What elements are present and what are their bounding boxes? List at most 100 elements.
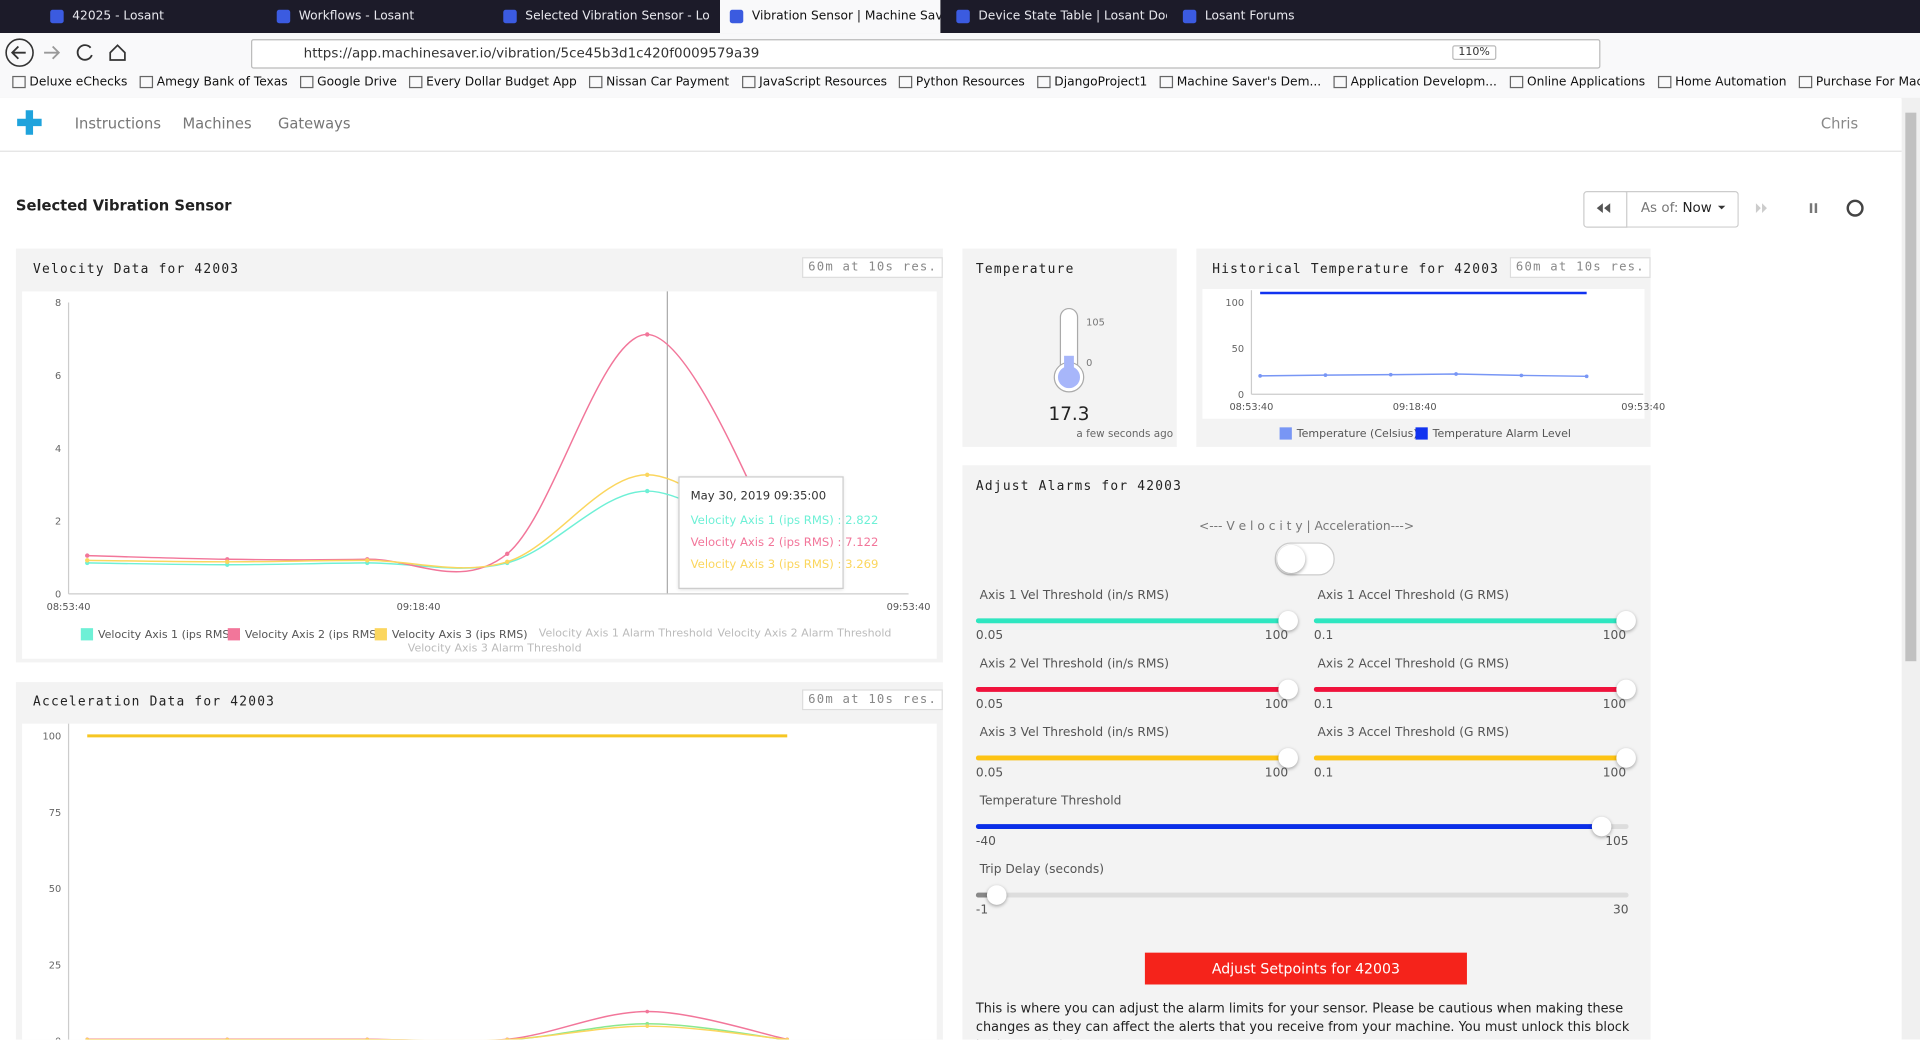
logo[interactable] bbox=[15, 108, 47, 140]
bookmark[interactable]: Amegy Bank of Texas bbox=[156, 75, 288, 90]
nav-link[interactable]: Instructions bbox=[74, 115, 162, 133]
scroll-thumb[interactable] bbox=[1905, 112, 1917, 662]
pause-icon[interactable] bbox=[1809, 203, 1818, 214]
slider-label: Temperature Threshold bbox=[979, 794, 1122, 809]
velocity-chart: 0 2 4 6 8 08:53:40 09:18:40 09:53:40 bbox=[47, 291, 931, 613]
forward-button[interactable] bbox=[44, 45, 61, 60]
mode-toggle[interactable] bbox=[1274, 542, 1335, 576]
slider-thumb[interactable] bbox=[1616, 748, 1636, 768]
zoom-level[interactable]: 110% bbox=[1452, 45, 1497, 61]
rewind-icon bbox=[1596, 203, 1611, 214]
user-menu[interactable]: Chris bbox=[1820, 115, 1859, 133]
resolution-badge[interactable]: 60m at 10s res. bbox=[802, 257, 944, 278]
caret bbox=[1717, 205, 1726, 210]
nav-link[interactable]: Machines bbox=[182, 115, 252, 133]
panel-title: Velocity Data for 42003 bbox=[33, 262, 240, 277]
data-point bbox=[225, 1037, 230, 1040]
data-point bbox=[225, 559, 230, 565]
slider-max: 100 bbox=[1264, 697, 1289, 712]
panel-title: Acceleration Data for 42003 bbox=[33, 694, 276, 709]
slider-label: Axis 2 Accel Threshold (G RMS) bbox=[1317, 657, 1510, 672]
bookmark-icon bbox=[588, 75, 603, 89]
submit-button[interactable]: Adjust Setpoints for 42003 bbox=[1144, 952, 1467, 985]
bookmark[interactable]: Python Resources bbox=[915, 75, 1025, 90]
slider-thumb[interactable] bbox=[987, 885, 1007, 905]
legend-item[interactable]: Velocity Axis 2 Alarm Threshold bbox=[718, 628, 892, 640]
slider-thumb[interactable] bbox=[1616, 679, 1636, 700]
legend-item[interactable]: Velocity Axis 2 (ips RMS) bbox=[227, 628, 381, 642]
legend-item[interactable]: Velocity Axis 3 (ips RMS) bbox=[374, 628, 528, 642]
tab[interactable]: Workflows - Losant bbox=[267, 0, 487, 33]
series-line bbox=[87, 1025, 788, 1040]
data-point bbox=[505, 559, 510, 565]
x-tick-label: 09:53:40 bbox=[887, 602, 931, 613]
bookmark[interactable]: JavaScript Resources bbox=[759, 75, 887, 90]
as-of-value: Now bbox=[1682, 199, 1712, 216]
nav-buttons[interactable] bbox=[0, 33, 245, 72]
legend-swatch bbox=[227, 628, 241, 641]
legend-label: Velocity Axis 1 Alarm Threshold bbox=[538, 628, 713, 641]
slider-thumb[interactable] bbox=[1278, 679, 1298, 700]
slider-max: 100 bbox=[1602, 697, 1627, 712]
legend-label: Velocity Axis 2 Alarm Threshold bbox=[717, 628, 892, 641]
y-tick-label: 25 bbox=[49, 960, 61, 971]
slider-label: Axis 3 Vel Threshold (in/s RMS) bbox=[979, 726, 1170, 740]
forward-icon[interactable] bbox=[1755, 203, 1767, 214]
resolution-badge[interactable]: 60m at 10s res. bbox=[802, 689, 944, 711]
tab[interactable]: Selected Vibration Sensor - Lo bbox=[493, 0, 713, 33]
slider-thumb[interactable] bbox=[1278, 611, 1298, 631]
legend-label: Temperature (Celsius) bbox=[1296, 428, 1418, 441]
as-of-button[interactable] bbox=[1624, 191, 1739, 228]
back-button[interactable] bbox=[5, 38, 34, 67]
tab[interactable]: 42025 - Losant bbox=[40, 0, 260, 33]
slider-thumb[interactable] bbox=[1616, 611, 1636, 631]
as-of-label: As of: bbox=[1640, 199, 1679, 216]
tab[interactable]: Vibration Sensor | Machine Sav bbox=[720, 0, 941, 34]
tab[interactable]: Losant Forums bbox=[1173, 0, 1393, 33]
tooltip-line: Velocity Axis 1 (ips RMS) : 2.822 bbox=[690, 514, 879, 528]
tooltip: May 30, 2019 09:35:00 Velocity Axis 1 (i… bbox=[678, 476, 878, 589]
slider-thumb[interactable] bbox=[1591, 816, 1612, 837]
bookmark[interactable]: Home Automation bbox=[1675, 75, 1787, 90]
bookmark[interactable]: Online Applications bbox=[1526, 75, 1646, 90]
bookmark[interactable]: Nissan Car Payment bbox=[606, 75, 730, 90]
legend-item[interactable]: Temperature Alarm Level bbox=[1415, 427, 1571, 441]
slider-label: Axis 2 Vel Threshold (in/s RMS) bbox=[979, 657, 1170, 672]
bookmark-icon bbox=[1159, 75, 1174, 89]
bookmark-icon bbox=[1037, 75, 1051, 89]
bookmark[interactable]: Purchase For Machine... bbox=[1815, 75, 1920, 90]
url[interactable]: https://app.machinesaver.io/vibration/5c… bbox=[303, 45, 760, 62]
alarms-note: This is where you can adjust the alarm l… bbox=[975, 1001, 1630, 1040]
slider-fill bbox=[975, 824, 1602, 829]
bookmark[interactable]: Application Developm... bbox=[1350, 75, 1497, 90]
legend-item[interactable]: Temperature (Celsius) bbox=[1279, 427, 1418, 441]
tab[interactable]: Device State Table | Losant Doc bbox=[947, 0, 1167, 33]
rewind-button[interactable] bbox=[1583, 191, 1628, 228]
slider-label: Axis 1 Vel Threshold (in/s RMS) bbox=[979, 588, 1170, 603]
slider-min: 0.1 bbox=[1313, 629, 1334, 643]
url-bar[interactable] bbox=[251, 39, 1601, 69]
slider-min: 0.05 bbox=[975, 629, 1004, 643]
bookmark[interactable]: Every Dollar Budget App bbox=[426, 75, 577, 90]
bookmark[interactable]: Google Drive bbox=[317, 75, 397, 90]
legend-item[interactable]: Velocity Axis 1 Alarm Threshold bbox=[539, 628, 713, 640]
resolution-badge[interactable]: 60m at 10s res. bbox=[1509, 257, 1651, 278]
gauge-max: 105 bbox=[1086, 318, 1105, 329]
legend-item[interactable]: Velocity Axis 3 Alarm Threshold bbox=[408, 643, 582, 655]
bookmark[interactable]: Deluxe eChecks bbox=[29, 75, 128, 90]
reload-button[interactable] bbox=[76, 44, 93, 61]
home-button[interactable] bbox=[109, 44, 126, 61]
scrollbar[interactable] bbox=[1901, 97, 1920, 1040]
gauge-min: 0 bbox=[1086, 358, 1092, 369]
slider-thumb[interactable] bbox=[1278, 748, 1298, 768]
bookmark[interactable]: DjangoProject1 bbox=[1054, 75, 1148, 90]
bookmark[interactable]: Machine Saver's Dem... bbox=[1176, 75, 1322, 90]
bookmark-icon bbox=[1798, 75, 1813, 89]
data-point bbox=[1388, 372, 1393, 377]
slider-min: -1 bbox=[975, 903, 989, 918]
nav-link[interactable]: Gateways bbox=[277, 115, 351, 133]
legend-item[interactable]: Velocity Axis 1 (ips RMS) bbox=[80, 628, 234, 642]
thermometer: 105 0 17.3 a few seconds ago bbox=[1049, 307, 1173, 440]
page-title: Selected Vibration Sensor bbox=[15, 197, 232, 215]
x-tick-label: 09:18:40 bbox=[397, 602, 441, 613]
